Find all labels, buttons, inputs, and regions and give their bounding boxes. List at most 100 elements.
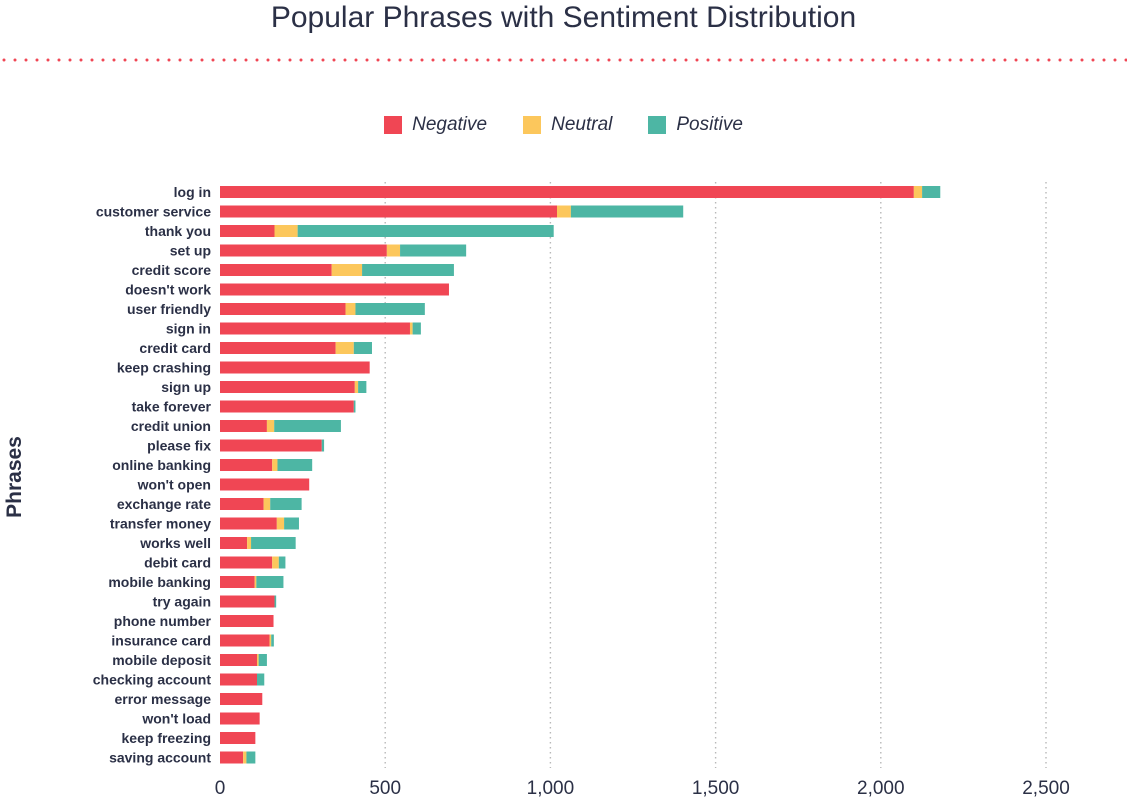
bar-negative[interactable]	[220, 673, 258, 686]
bar-positive[interactable]	[355, 303, 425, 315]
category-label: please fix	[147, 438, 211, 454]
bar-negative[interactable]	[220, 381, 355, 393]
bar-neutral[interactable]	[269, 634, 272, 647]
bar-negative[interactable]	[220, 712, 260, 725]
bar-positive[interactable]	[321, 439, 325, 452]
category-label: set up	[170, 243, 211, 259]
bar-negative[interactable]	[220, 459, 273, 471]
bar-positive[interactable]	[274, 595, 277, 608]
bar-negative[interactable]	[220, 751, 244, 764]
category-label: sign up	[161, 379, 211, 395]
bar-negative[interactable]	[220, 576, 255, 588]
bar-negative[interactable]	[220, 439, 322, 452]
bar-positive[interactable]	[412, 322, 421, 335]
chart-title: Popular Phrases with Sentiment Distribut…	[270, 1, 857, 34]
bar-positive[interactable]	[258, 654, 267, 666]
x-tick-label: 0	[215, 778, 226, 799]
bar-positive[interactable]	[353, 342, 372, 354]
bar-negative[interactable]	[220, 244, 387, 257]
category-label: take forever	[132, 399, 212, 415]
bar-negative[interactable]	[220, 205, 558, 218]
gridlines	[384, 182, 1047, 768]
bar-negative[interactable]	[220, 732, 256, 744]
bar-neutral[interactable]	[272, 459, 278, 471]
bar-positive[interactable]	[274, 420, 341, 432]
bar-positive[interactable]	[251, 537, 296, 549]
bar-positive[interactable]	[246, 751, 256, 764]
bar-negative[interactable]	[220, 556, 273, 569]
bar-positive[interactable]	[358, 381, 367, 393]
bar-positive[interactable]	[362, 264, 454, 276]
bar-neutral[interactable]	[254, 576, 257, 588]
bar-negative[interactable]	[220, 225, 275, 237]
bar-neutral[interactable]	[243, 751, 247, 764]
bar-positive[interactable]	[277, 459, 313, 471]
bar-positive[interactable]	[353, 400, 356, 413]
bar-neutral[interactable]	[263, 498, 271, 510]
bar-negative[interactable]	[220, 693, 263, 705]
bar-positive[interactable]	[270, 498, 302, 510]
legend-item-neutral[interactable]: Neutral	[523, 114, 612, 136]
bar-positive[interactable]	[297, 225, 554, 237]
bar-neutral[interactable]	[272, 556, 279, 569]
bar-positive[interactable]	[256, 576, 284, 588]
category-label: credit union	[131, 418, 211, 434]
bar-neutral[interactable]	[257, 654, 259, 666]
bar-positive[interactable]	[284, 517, 299, 530]
bar-negative[interactable]	[220, 634, 270, 647]
bar-negative[interactable]	[220, 186, 914, 198]
category-label: credit score	[132, 262, 212, 278]
category-label: checking account	[93, 672, 212, 688]
bar-positive[interactable]	[922, 186, 941, 198]
bar-neutral[interactable]	[335, 342, 354, 354]
category-label: credit card	[139, 340, 211, 356]
bar-negative[interactable]	[220, 303, 346, 315]
x-tick-label: 1,500	[692, 778, 740, 799]
bar-negative[interactable]	[220, 517, 277, 530]
bar-positive[interactable]	[570, 205, 684, 218]
legend: Negative Neutral Positive	[0, 114, 1127, 136]
bar-negative[interactable]	[220, 264, 332, 276]
bar-neutral[interactable]	[274, 225, 298, 237]
legend-label-neutral: Neutral	[551, 114, 613, 135]
bar-neutral[interactable]	[354, 381, 359, 393]
bar-negative[interactable]	[220, 537, 248, 549]
bar-negative[interactable]	[220, 478, 310, 491]
bar-neutral[interactable]	[331, 264, 363, 276]
category-label: debit card	[144, 555, 211, 571]
bar-neutral[interactable]	[913, 186, 923, 198]
bar-negative[interactable]	[220, 615, 274, 627]
bar-negative[interactable]	[220, 361, 370, 374]
category-label: doesn't work	[125, 282, 211, 298]
bar-negative[interactable]	[220, 654, 258, 666]
bar-negative[interactable]	[220, 400, 354, 413]
legend-label-positive: Positive	[676, 114, 743, 135]
category-label: won't open	[137, 477, 211, 493]
legend-swatch-positive	[648, 116, 667, 134]
bar-neutral[interactable]	[276, 517, 285, 530]
bar-negative[interactable]	[220, 420, 267, 432]
bar-negative[interactable]	[220, 342, 336, 354]
category-label: sign in	[166, 321, 211, 337]
bar-neutral[interactable]	[266, 420, 275, 432]
legend-item-positive[interactable]: Positive	[648, 114, 743, 136]
bar-negative[interactable]	[220, 498, 264, 510]
bar-neutral[interactable]	[409, 322, 413, 335]
bar-neutral[interactable]	[557, 205, 571, 218]
bar-neutral[interactable]	[247, 537, 252, 549]
bar-positive[interactable]	[257, 673, 265, 686]
bar-negative[interactable]	[220, 322, 410, 335]
bar-positive[interactable]	[271, 634, 274, 647]
bar-neutral[interactable]	[386, 244, 401, 257]
category-label: error message	[114, 691, 211, 707]
bar-positive[interactable]	[278, 556, 286, 569]
bar-neutral[interactable]	[345, 303, 356, 315]
category-label: online banking	[112, 457, 211, 473]
legend-swatch-negative	[384, 116, 403, 134]
bar-positive[interactable]	[400, 244, 467, 257]
bar-negative[interactable]	[220, 595, 275, 608]
y-axis-title: Phrases	[3, 436, 26, 518]
bar-negative[interactable]	[220, 283, 449, 296]
category-label: keep crashing	[117, 360, 211, 376]
legend-item-negative[interactable]: Negative	[384, 114, 487, 136]
